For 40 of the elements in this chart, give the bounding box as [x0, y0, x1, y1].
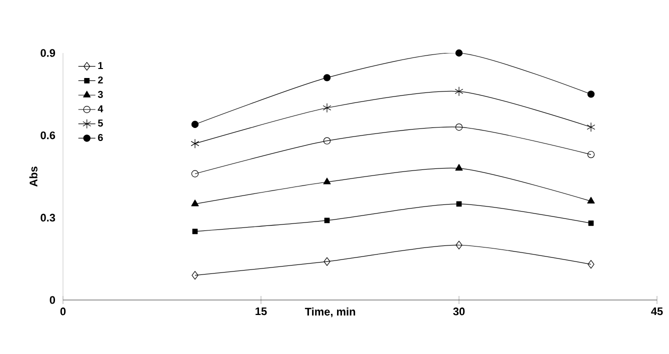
point: [456, 201, 462, 207]
x-tick-label: 15: [256, 308, 267, 316]
point: [324, 257, 330, 266]
legend-label: 4: [98, 105, 104, 112]
y-tick-label: 0.3: [40, 214, 56, 222]
point: [455, 49, 463, 57]
point: [587, 196, 595, 204]
point: [191, 170, 199, 178]
x-tick-label: 30: [453, 308, 465, 316]
point: [192, 271, 198, 280]
y-tick-label: 0.9: [40, 49, 56, 57]
point: [588, 260, 594, 269]
legend-label: 6: [98, 134, 103, 142]
legend-label: 5: [98, 120, 103, 127]
y-axis-title: Abs: [29, 166, 38, 187]
point: [454, 86, 464, 96]
point: [324, 218, 330, 224]
legend-label: 2: [98, 76, 103, 84]
point: [323, 137, 331, 144]
x-axis-title: Time, min: [304, 308, 356, 318]
point: [191, 120, 199, 128]
point: [322, 103, 332, 113]
x-tick-label: 0: [60, 308, 66, 316]
legend-label: 1: [98, 62, 103, 69]
point: [191, 200, 199, 206]
point: [587, 90, 595, 98]
point: [455, 124, 463, 131]
point: [455, 164, 463, 171]
point: [456, 240, 462, 250]
point: [587, 150, 595, 158]
point: [323, 178, 331, 184]
point: [190, 138, 200, 148]
point: [192, 228, 198, 234]
y-tick-label: 0.6: [40, 131, 56, 140]
point: [323, 74, 331, 82]
y-tick-label: 0: [50, 296, 56, 304]
point: [586, 122, 596, 132]
point: [588, 220, 594, 226]
legend-label: 3: [98, 90, 103, 98]
x-tick-label: 45: [651, 308, 663, 316]
